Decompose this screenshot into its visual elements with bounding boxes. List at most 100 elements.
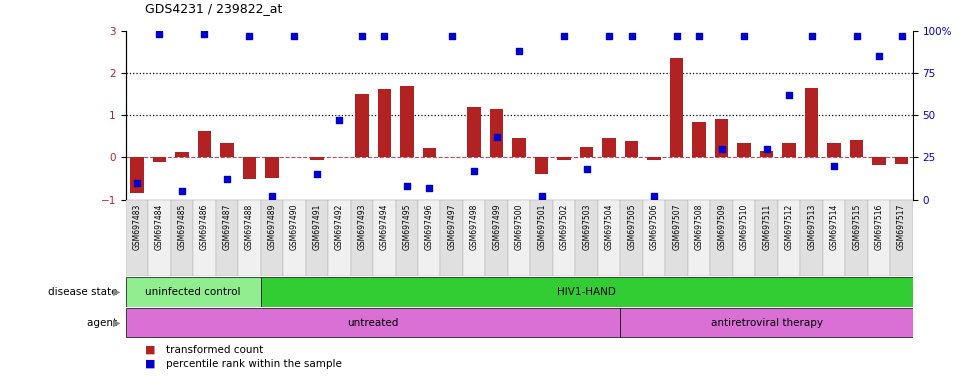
- Point: [129, 180, 145, 186]
- Bar: [530, 200, 553, 276]
- Point: [242, 33, 257, 39]
- Bar: [647, 157, 661, 160]
- Text: GSM697514: GSM697514: [830, 204, 838, 250]
- Bar: [508, 200, 530, 276]
- Bar: [553, 200, 576, 276]
- Bar: [400, 86, 413, 157]
- Text: GSM697484: GSM697484: [155, 204, 164, 250]
- Bar: [265, 157, 278, 178]
- Text: GSM697499: GSM697499: [493, 204, 501, 250]
- Bar: [198, 131, 211, 157]
- Point: [219, 176, 235, 182]
- Bar: [486, 200, 508, 276]
- Bar: [395, 200, 418, 276]
- Bar: [153, 157, 166, 162]
- Point: [714, 146, 729, 152]
- Bar: [171, 200, 193, 276]
- Text: GSM697498: GSM697498: [469, 204, 479, 250]
- Bar: [643, 200, 666, 276]
- Text: GSM697491: GSM697491: [312, 204, 322, 250]
- Bar: [468, 107, 481, 157]
- Point: [354, 33, 369, 39]
- Text: GSM697504: GSM697504: [605, 204, 613, 250]
- Point: [444, 33, 460, 39]
- Bar: [148, 200, 171, 276]
- Text: GSM697489: GSM697489: [268, 204, 276, 250]
- Text: GSM697495: GSM697495: [402, 204, 412, 250]
- Bar: [193, 200, 215, 276]
- Point: [512, 48, 527, 54]
- Bar: [688, 200, 710, 276]
- Bar: [310, 157, 324, 160]
- Bar: [328, 200, 351, 276]
- Point: [309, 171, 325, 177]
- Text: ▶: ▶: [113, 318, 121, 328]
- Point: [804, 33, 819, 39]
- Point: [152, 31, 167, 37]
- Text: GSM697488: GSM697488: [244, 204, 254, 250]
- Point: [759, 146, 775, 152]
- Bar: [378, 89, 391, 157]
- Bar: [242, 157, 256, 179]
- Text: GSM697487: GSM697487: [222, 204, 231, 250]
- Point: [736, 33, 752, 39]
- Text: untreated: untreated: [348, 318, 399, 328]
- Bar: [557, 157, 571, 160]
- Text: GSM697483: GSM697483: [132, 204, 141, 250]
- Text: GSM697517: GSM697517: [897, 204, 906, 250]
- Point: [827, 163, 842, 169]
- Bar: [805, 88, 818, 157]
- Point: [894, 33, 909, 39]
- Text: percentile rank within the sample: percentile rank within the sample: [166, 359, 342, 369]
- Bar: [891, 200, 913, 276]
- Text: GSM697508: GSM697508: [695, 204, 703, 250]
- Bar: [355, 94, 368, 157]
- Bar: [867, 200, 891, 276]
- Bar: [238, 200, 261, 276]
- Point: [377, 33, 392, 39]
- Text: GSM697485: GSM697485: [178, 204, 186, 250]
- Point: [646, 193, 662, 199]
- Bar: [175, 152, 188, 157]
- Bar: [126, 308, 620, 337]
- Text: ▶: ▶: [113, 287, 121, 297]
- Point: [602, 33, 617, 39]
- Bar: [845, 200, 867, 276]
- Text: GSM697505: GSM697505: [627, 204, 637, 250]
- Text: GSM697502: GSM697502: [559, 204, 569, 250]
- Point: [197, 31, 213, 37]
- Bar: [620, 308, 913, 337]
- Bar: [130, 157, 144, 194]
- Point: [534, 193, 550, 199]
- Point: [489, 134, 504, 140]
- Point: [556, 33, 572, 39]
- Bar: [576, 200, 598, 276]
- Bar: [490, 109, 503, 157]
- Bar: [603, 139, 616, 157]
- Bar: [823, 200, 845, 276]
- Bar: [126, 277, 261, 306]
- Bar: [440, 200, 463, 276]
- Text: GSM697513: GSM697513: [808, 204, 816, 250]
- Bar: [422, 148, 436, 157]
- Point: [692, 33, 707, 39]
- Bar: [351, 200, 373, 276]
- Text: GSM697511: GSM697511: [762, 204, 771, 250]
- Bar: [666, 200, 688, 276]
- Bar: [261, 277, 913, 306]
- Text: GSM697507: GSM697507: [672, 204, 681, 250]
- Text: GSM697496: GSM697496: [425, 204, 434, 250]
- Bar: [693, 121, 706, 157]
- Bar: [580, 147, 593, 157]
- Text: GSM697501: GSM697501: [537, 204, 546, 250]
- Bar: [778, 200, 801, 276]
- Text: GSM697509: GSM697509: [717, 204, 726, 250]
- Bar: [305, 200, 328, 276]
- Bar: [737, 143, 751, 157]
- Text: GSM697500: GSM697500: [515, 204, 524, 250]
- Text: HIV1-HAND: HIV1-HAND: [557, 287, 616, 297]
- Bar: [782, 143, 796, 157]
- Bar: [828, 143, 840, 157]
- Point: [174, 188, 189, 194]
- Bar: [760, 151, 774, 157]
